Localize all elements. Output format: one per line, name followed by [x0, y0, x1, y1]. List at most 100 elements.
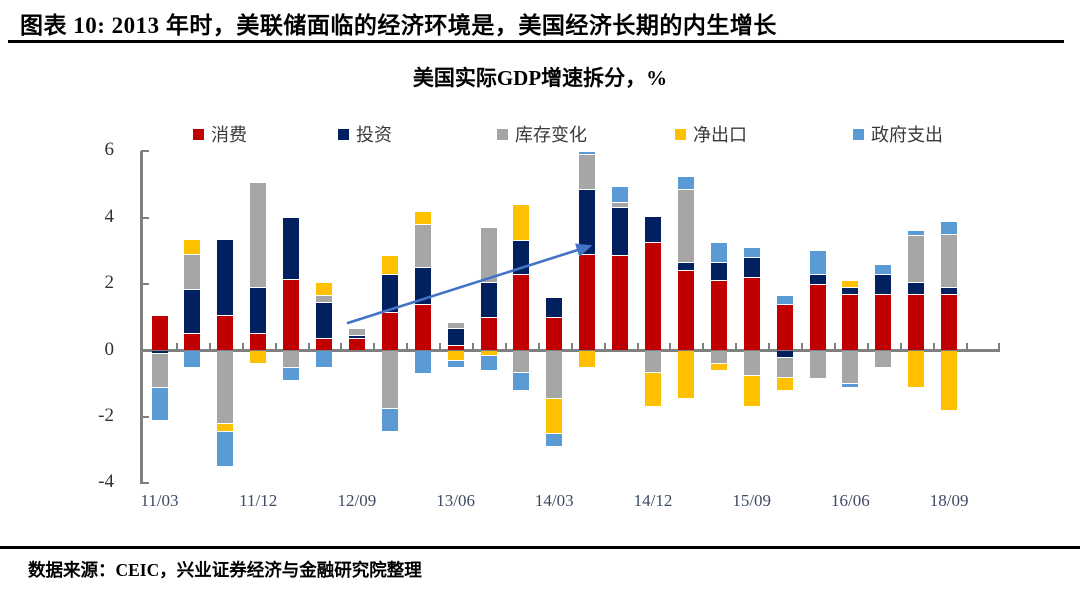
bar-segment-investment: [579, 189, 596, 254]
bar-segment-net-exports: [316, 282, 332, 296]
x-tick: [801, 342, 804, 351]
bar-segment-government-spending: [809, 251, 826, 274]
x-tick: [406, 342, 409, 351]
bar-segment-consumption: [184, 334, 201, 350]
bar-segment-government-spending: [941, 221, 958, 234]
bar-segment-investment: [908, 282, 925, 294]
bar-segment-government-spending: [612, 186, 629, 203]
bar-segment-consumption: [677, 271, 694, 350]
chart-title: 美国实际GDP增速拆分，%: [412, 66, 668, 90]
bar-segment-net-exports: [480, 351, 497, 355]
bar-segment-inventory-change: [645, 351, 661, 372]
bar-segment-inventory-change: [381, 351, 398, 409]
bar-segment-net-exports: [447, 351, 464, 360]
x-tick-label: 16/06: [831, 491, 870, 510]
bar-segment-investment: [941, 287, 958, 294]
bar-segment-consumption: [283, 279, 300, 350]
bar-segment-inventory-change: [283, 351, 300, 367]
bar-segment-government-spending: [480, 355, 497, 370]
bar-segment-government-spending: [875, 264, 892, 274]
bar-segment-inventory-change: [579, 155, 596, 189]
bar-segment-net-exports: [184, 239, 201, 254]
bar-segment-inventory-change: [546, 351, 563, 399]
bar-segment-investment: [546, 297, 563, 317]
legend-marker-investment-icon: [338, 128, 349, 140]
y-tick-label: 0: [104, 338, 115, 360]
bar-segment-government-spending: [579, 151, 596, 155]
bar-segment-inventory-change: [414, 224, 431, 267]
bar-segment-consumption: [743, 277, 760, 350]
x-tick: [768, 342, 771, 351]
bar-segment-inventory-change: [348, 329, 365, 336]
bar-segment-consumption: [513, 274, 530, 350]
x-tick-label: 11/12: [239, 491, 278, 510]
bar-segment-investment: [447, 329, 464, 345]
bar-segment-net-exports: [710, 364, 727, 370]
bar-segment-consumption: [546, 317, 563, 350]
x-tick-label: 15/09: [732, 491, 772, 510]
x-tick-label: 18/09: [929, 491, 969, 510]
y-tick-label: -2: [98, 404, 114, 426]
bar-segment-inventory-change: [513, 351, 530, 372]
bar-segment-government-spending: [316, 351, 332, 367]
bar-segment-investment: [184, 289, 201, 334]
bar-segment-net-exports: [579, 351, 596, 367]
bar-segment-inventory-change: [908, 236, 925, 282]
bar-segment-inventory-change: [184, 254, 201, 289]
bar-segment-investment: [809, 274, 826, 284]
legend-marker-consumption-icon: [193, 128, 204, 140]
x-tick-label: 14/03: [534, 491, 574, 510]
bar-segment-net-exports: [842, 281, 859, 287]
bar-segment-consumption: [645, 243, 661, 350]
x-tick: [439, 342, 442, 351]
bar-segment-government-spending: [414, 351, 431, 374]
x-tick: [208, 342, 211, 351]
x-tick: [570, 342, 573, 351]
x-tick: [669, 342, 672, 351]
bar-segment-investment: [842, 287, 859, 294]
bar-segment-consumption: [579, 254, 596, 350]
y-tick: [141, 150, 149, 153]
bar-segment-investment: [414, 268, 431, 304]
bar-segment-investment: [776, 351, 793, 357]
x-tick-label: 12/09: [337, 491, 377, 510]
bar-segment-inventory-change: [612, 203, 629, 208]
bar-segment-investment: [513, 241, 530, 274]
bar-segment-net-exports: [217, 424, 234, 432]
bar-segment-net-exports: [743, 375, 760, 407]
footer-rule: [0, 546, 1080, 549]
bar-segment-inventory-change: [677, 189, 694, 262]
bar-segment-net-exports: [776, 377, 793, 390]
x-tick: [504, 342, 507, 351]
bar-segment-government-spending: [184, 351, 201, 367]
bar-segment-investment: [151, 351, 168, 354]
bar-segment-inventory-change: [776, 357, 793, 377]
bar-segment-consumption: [908, 294, 925, 350]
x-tick: [175, 342, 178, 351]
bar-segment-inventory-change: [743, 351, 760, 375]
y-tick-label: 6: [104, 139, 115, 161]
bar-segment-government-spending: [710, 243, 727, 262]
bar-segment-government-spending: [217, 432, 234, 467]
legend-item-government-spending: 政府支出: [853, 124, 943, 145]
bar-segment-consumption: [250, 334, 267, 350]
legend-item-investment: 投资: [338, 124, 392, 145]
y-tick-label: 2: [104, 272, 115, 294]
x-tick: [537, 342, 540, 351]
bar-segment-inventory-change: [447, 322, 464, 329]
legend-label: 库存变化: [515, 125, 587, 145]
x-tick: [702, 342, 705, 351]
y-axis: [139, 151, 143, 484]
bar-segment-consumption: [217, 316, 234, 350]
figure-title: 图表 10: 2013 年时，美联储面临的经济环境是，美国经济长期的内生增长: [20, 13, 777, 38]
bar-segment-consumption: [480, 317, 497, 350]
bar-segment-government-spending: [151, 387, 168, 420]
y-tick: [141, 482, 149, 485]
bar-segment-consumption: [941, 294, 958, 350]
bar-segment-government-spending: [842, 384, 859, 387]
bar-segment-net-exports: [677, 351, 694, 399]
y-tick: [141, 216, 149, 219]
bar-segment-investment: [480, 282, 497, 317]
bar-segment-consumption: [381, 312, 398, 350]
